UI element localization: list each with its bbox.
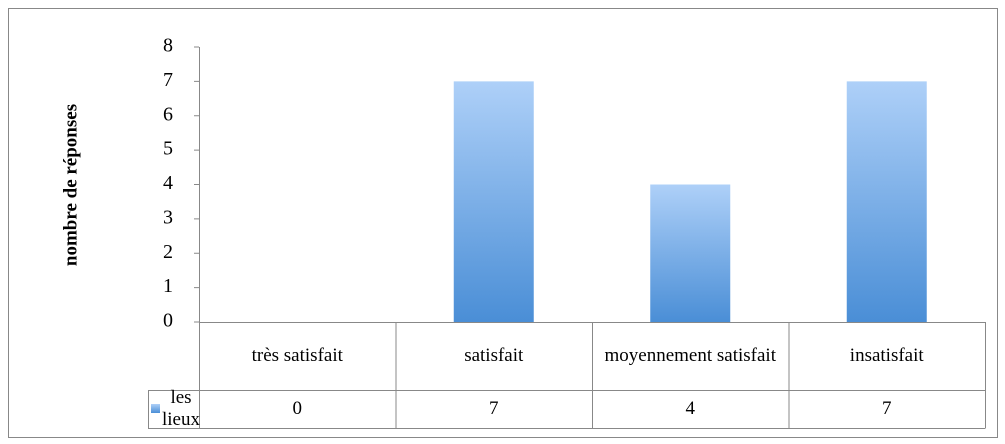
y-tick-label: 3	[163, 206, 173, 228]
y-tick-label: 1	[163, 275, 173, 297]
category-label: satisfait	[464, 345, 524, 366]
y-tick-label: 2	[163, 241, 173, 263]
y-axis-title: nombre de réponses	[60, 104, 81, 266]
table-value: 4	[685, 398, 696, 419]
bar	[650, 184, 731, 322]
y-tick-label: 8	[163, 35, 173, 57]
legend-label: les lieux	[162, 387, 200, 430]
category-label: très satisfait	[251, 345, 343, 366]
bar	[846, 81, 927, 322]
y-tick-label: 7	[163, 69, 173, 91]
y-tick-label: 5	[163, 138, 173, 160]
bar	[453, 81, 534, 322]
table-value: 0	[292, 398, 303, 419]
y-tick-label: 4	[163, 172, 173, 194]
legend-key	[151, 404, 160, 413]
table-value: 7	[882, 398, 892, 419]
table-value: 7	[489, 398, 499, 419]
category-label: insatisfait	[849, 345, 924, 366]
y-tick-label: 0	[163, 310, 173, 332]
category-label: moyennement satisfait	[604, 345, 776, 366]
y-tick-label: 6	[163, 103, 173, 125]
